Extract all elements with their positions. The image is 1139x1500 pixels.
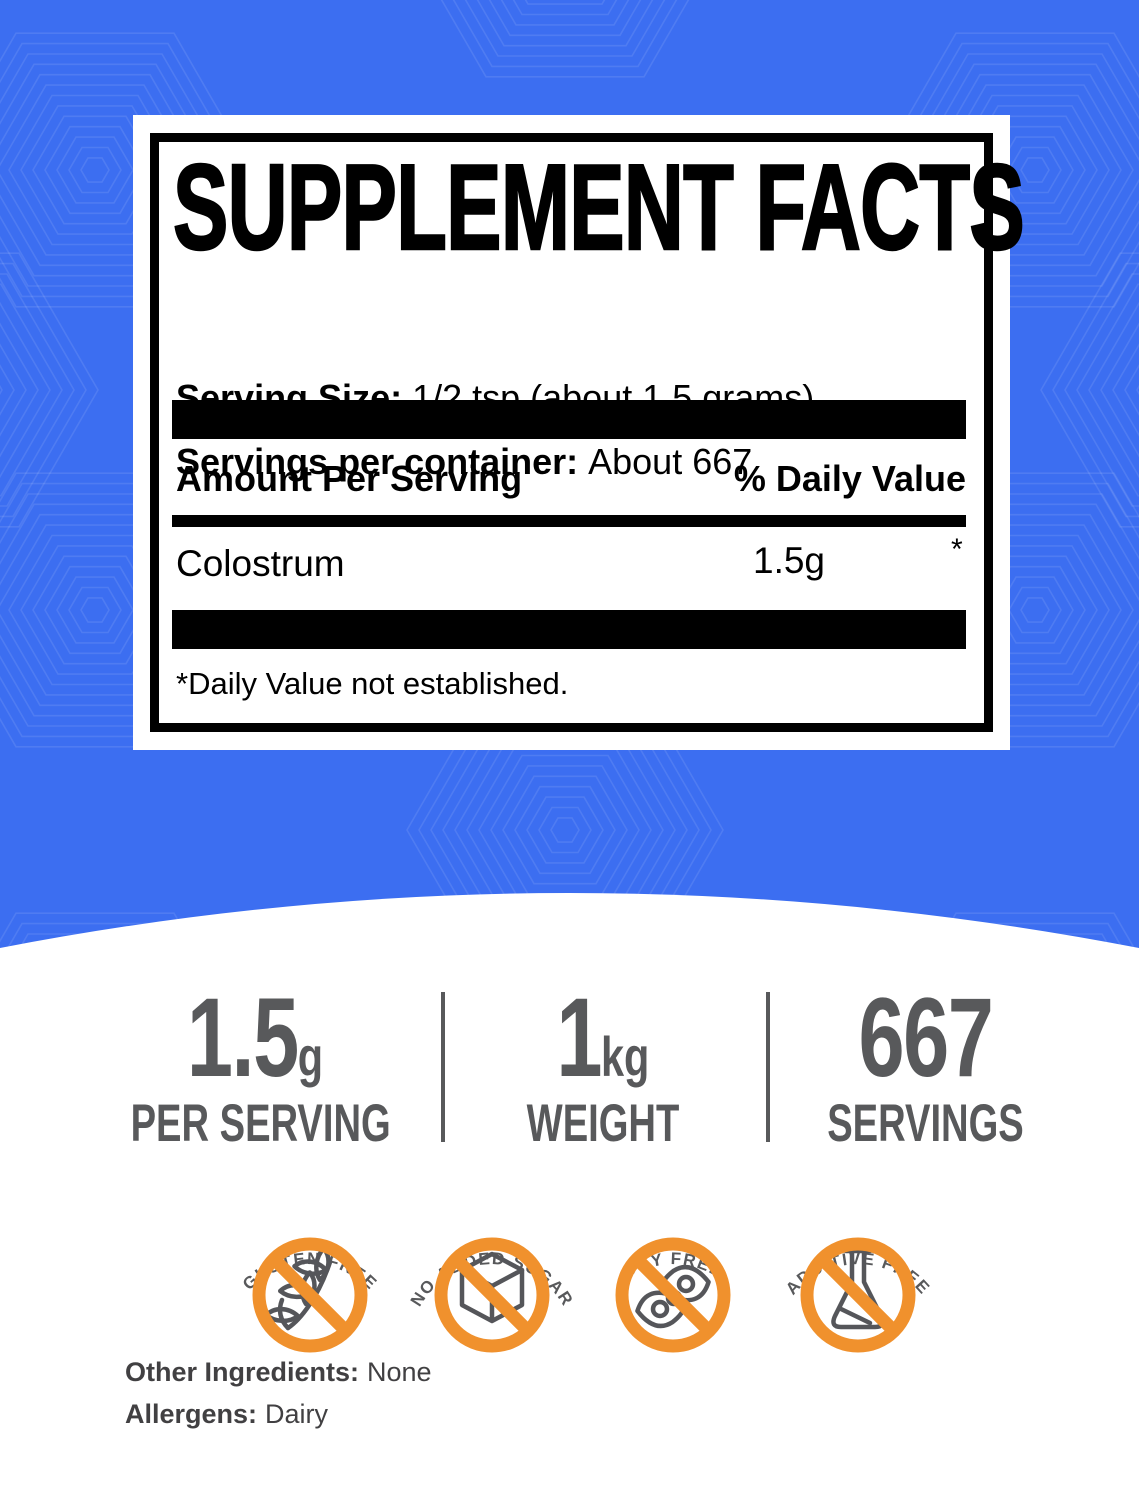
free-from-badges: GLUTEN FREE NO ADD	[0, 1188, 1139, 1368]
per-serving-unit: g	[297, 1025, 324, 1088]
other-ingredients-label: Other Ingredients:	[125, 1357, 360, 1387]
daily-value-header: % Daily Value	[733, 458, 966, 499]
other-ingredients-line: Other Ingredients: None	[125, 1352, 432, 1394]
prohibition-ring	[252, 1237, 368, 1353]
allergens-line: Allergens: Dairy	[125, 1394, 432, 1436]
facts-border	[150, 133, 993, 732]
prohibition-ring	[800, 1237, 916, 1353]
supplement-facts-panel: SUPPLEMENT FACTS Serving Size: 1/2 tsp (a…	[133, 115, 1026, 750]
stat-divider	[766, 992, 770, 1142]
stat-weight: 1kg WEIGHT	[430, 982, 775, 1153]
allergens-value: Dairy	[265, 1398, 329, 1429]
soy-free-badge: SOY FREE	[615, 1237, 731, 1353]
servings-value: About 667	[588, 441, 753, 482]
footer-notes: Other Ingredients: None Allergens: Dairy	[125, 1352, 432, 1436]
servings-count-label: SERVINGS	[826, 1093, 1024, 1153]
ingredient-daily-value: *	[951, 533, 963, 566]
other-ingredients-value: None	[367, 1357, 432, 1387]
stats-strip: 1.5g PER SERVING 1kg WEIGHT 667 SERVINGS	[0, 982, 1139, 1153]
thick-divider-bar-2	[172, 610, 966, 649]
prohibition-ring	[615, 1237, 731, 1353]
facts-title: SUPPLEMENT FACTS	[172, 139, 1025, 275]
ingredient-row: Colostrum 1.5g *	[176, 533, 966, 585]
bottom-dome-section	[0, 870, 1139, 1500]
gluten-free-badge: GLUTEN FREE	[239, 1237, 380, 1353]
servings-label: Servings per container:	[176, 441, 579, 482]
table-header-row: Amount Per Serving % Daily Value	[176, 458, 966, 500]
dome-curve	[0, 893, 1139, 962]
per-serving-value: 1.5	[186, 975, 299, 1100]
daily-value-footnote: *Daily Value not established.	[176, 666, 569, 701]
ingredient-amount: 1.5g	[753, 540, 826, 581]
servings-count-value: 667	[858, 975, 993, 1100]
weight-unit: kg	[600, 1025, 649, 1088]
ingredient-name: Colostrum	[176, 543, 345, 584]
thick-divider-bar	[172, 400, 966, 439]
weight-value: 1	[556, 975, 602, 1100]
servings-per-container-line: Servings per container: About 667	[176, 441, 752, 483]
additive-free-badge: ADDITIVE FREE	[782, 1237, 932, 1353]
per-serving-label: PER SERVING	[130, 1093, 391, 1153]
stat-servings: 667 SERVINGS	[775, 982, 1075, 1153]
stat-divider	[441, 992, 445, 1142]
amount-per-serving-header: Amount Per Serving	[176, 458, 523, 499]
prohibition-ring	[434, 1237, 550, 1353]
weight-label: WEIGHT	[526, 1093, 679, 1153]
stat-per-serving: 1.5g PER SERVING	[80, 982, 430, 1153]
allergens-label: Allergens:	[125, 1398, 258, 1429]
thin-divider-bar	[172, 515, 966, 527]
no-added-sugar-badge: NO ADDED SUGAR	[407, 1237, 576, 1353]
